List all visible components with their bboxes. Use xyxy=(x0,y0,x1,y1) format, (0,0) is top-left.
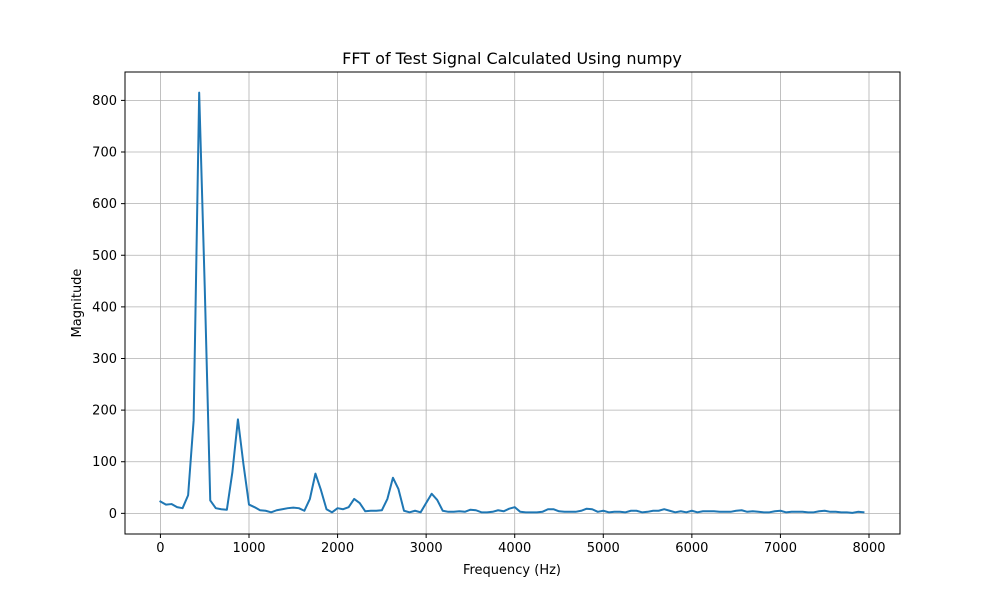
x-tick-label: 1000 xyxy=(232,541,265,556)
x-tick-label: 0 xyxy=(156,541,164,556)
fft-magnitude-line xyxy=(159,91,865,514)
plot-frame xyxy=(124,71,901,535)
y-tick-label: 400 xyxy=(92,300,117,315)
y-tick-label: 500 xyxy=(92,249,117,264)
y-tick-label: 300 xyxy=(92,352,117,367)
x-tick-label: 3000 xyxy=(410,541,443,556)
x-tick-label: 8000 xyxy=(852,541,885,556)
x-tick-label: 6000 xyxy=(675,541,708,556)
chart-title: FFT of Test Signal Calculated Using nump… xyxy=(342,49,682,68)
y-axis-label: Magnitude xyxy=(70,269,85,338)
grid-lines xyxy=(125,72,900,534)
y-axis-ticks: 0 100 200 300 400 500 600 700 800 xyxy=(92,94,125,522)
y-tick-label: 0 xyxy=(109,507,117,522)
y-tick-label: 200 xyxy=(92,404,117,419)
x-axis-label: Frequency (Hz) xyxy=(463,563,561,578)
y-tick-label: 700 xyxy=(92,146,117,161)
y-tick-label: 100 xyxy=(92,455,117,470)
x-tick-label: 5000 xyxy=(587,541,620,556)
data-series xyxy=(159,91,865,514)
x-tick-label: 4000 xyxy=(498,541,531,556)
y-tick-label: 800 xyxy=(92,94,117,109)
x-tick-label: 7000 xyxy=(764,541,797,556)
x-tick-label: 2000 xyxy=(321,541,354,556)
x-axis-ticks: 0 1000 2000 3000 4000 5000 6000 7000 8000 xyxy=(156,534,886,556)
y-tick-label: 600 xyxy=(92,197,117,212)
